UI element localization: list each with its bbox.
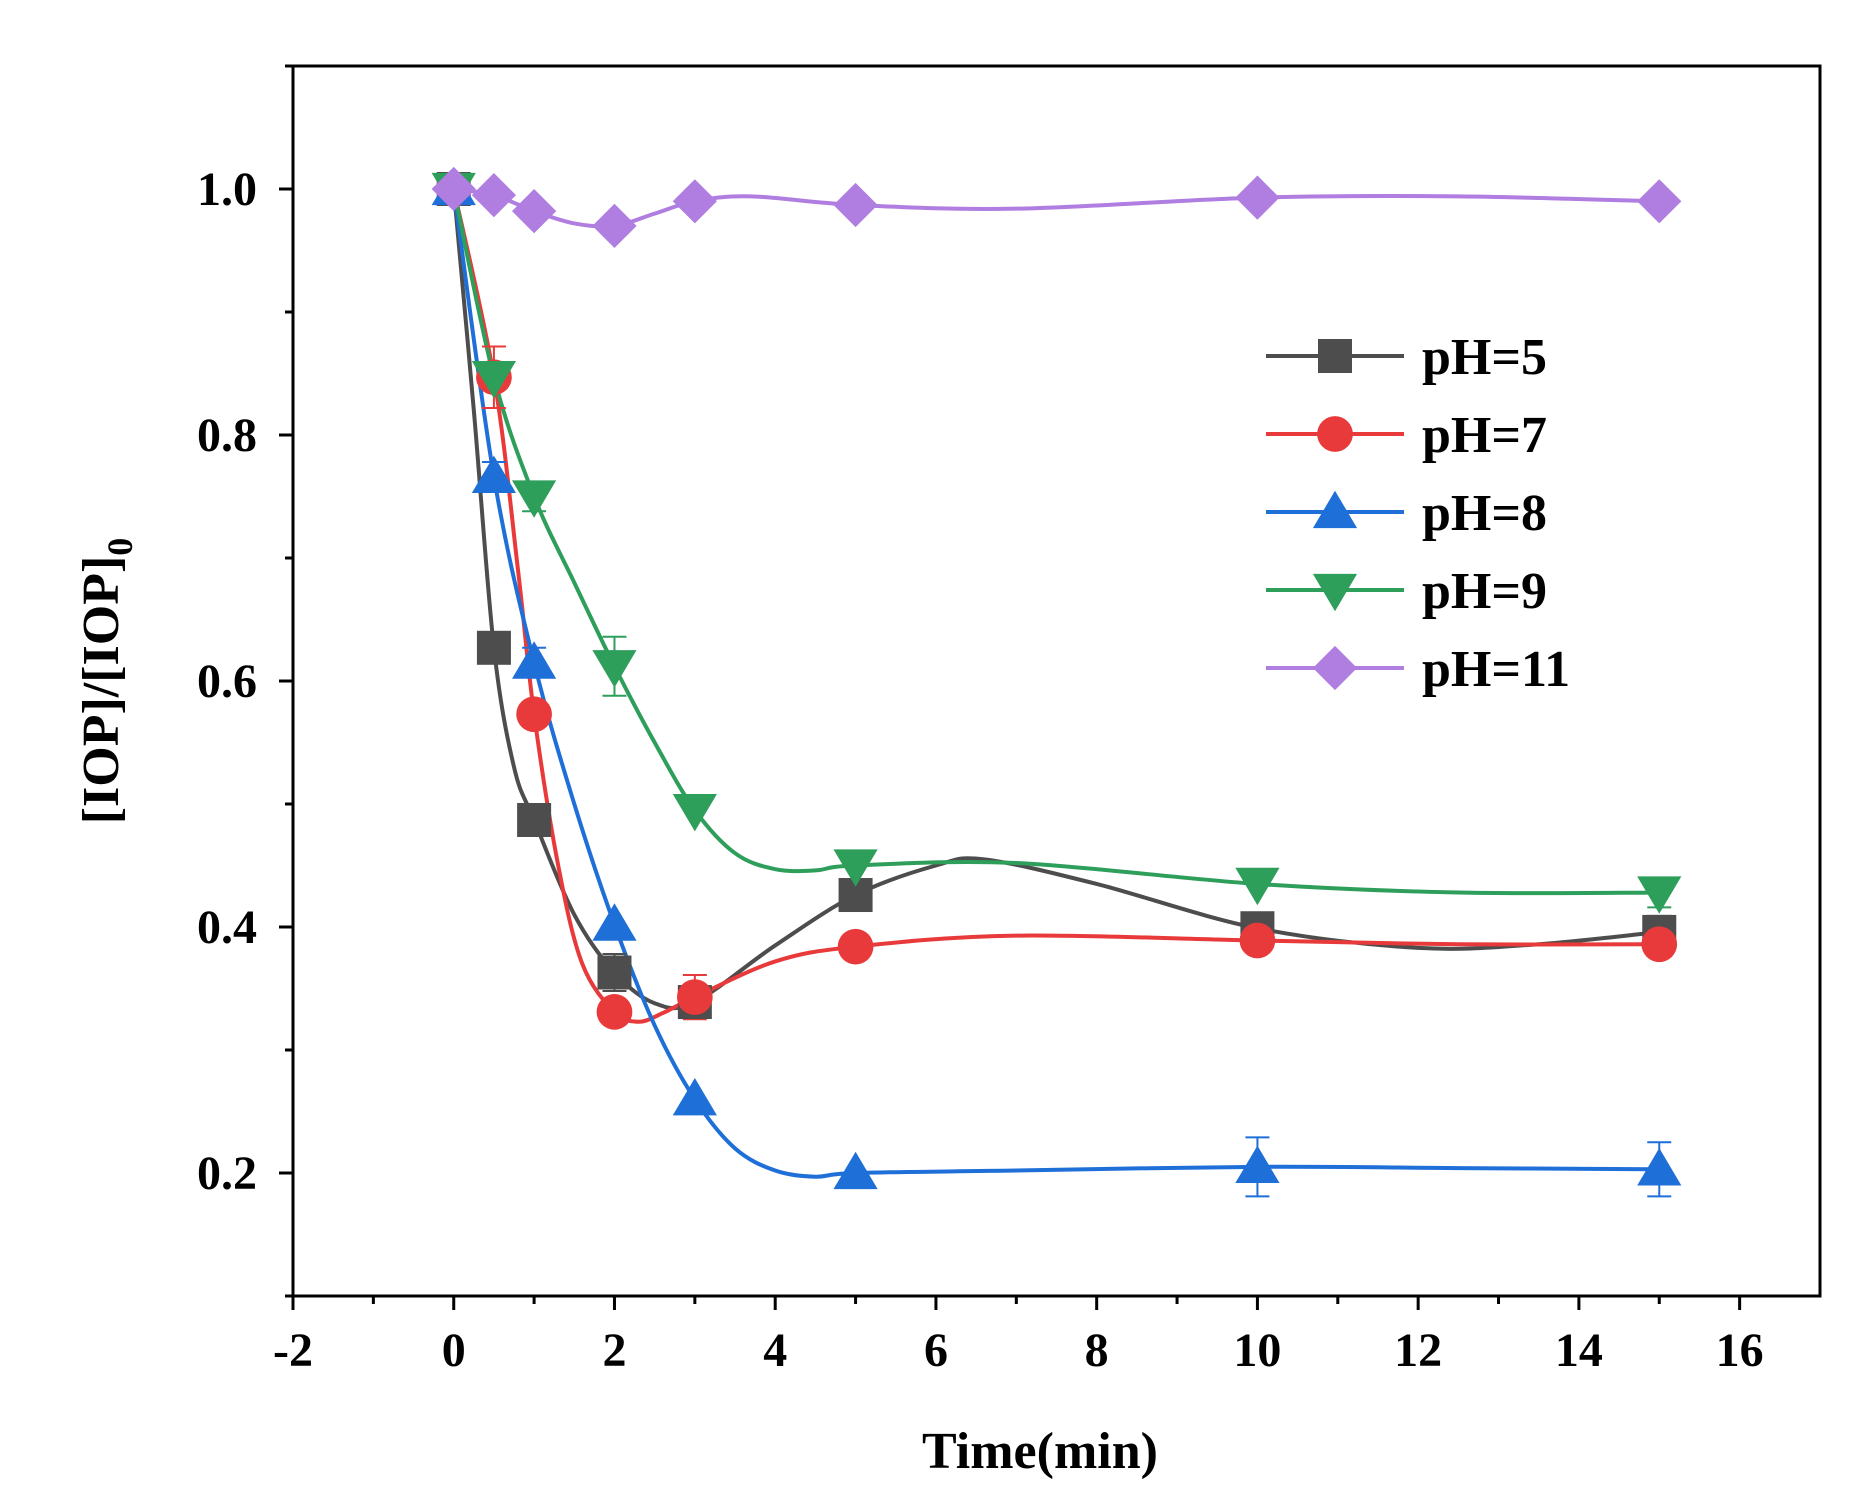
data-point-pH=7 xyxy=(516,696,552,733)
legend-marker xyxy=(1318,339,1352,373)
legend-label: pH=7 xyxy=(1422,407,1547,464)
legend-marker xyxy=(1312,645,1358,691)
data-point-pH=8 xyxy=(833,1151,878,1190)
y-axis-title-subscript: 0 xyxy=(100,538,140,556)
y-tick-label: 0.2 xyxy=(197,1147,257,1200)
data-point-pH=7 xyxy=(676,979,713,1015)
legend-item: pH=7 xyxy=(1266,407,1547,464)
data-point-pH=7 xyxy=(837,928,874,965)
x-tick-label: 2 xyxy=(602,1324,626,1377)
data-point-pH=8 xyxy=(1637,1148,1682,1186)
x-tick-label: 8 xyxy=(1085,1324,1109,1377)
data-point-pH=8 xyxy=(672,1077,717,1116)
data-point-pH=11 xyxy=(512,189,557,234)
legend-label: pH=11 xyxy=(1422,641,1570,698)
series-line-pH=11 xyxy=(453,187,1660,229)
data-point-pH=5 xyxy=(597,955,632,990)
legend: pH=5 pH=7 pH=8 pH=9 pH=11 xyxy=(1266,329,1570,698)
legend-marker xyxy=(1312,573,1358,612)
data-point-pH=7 xyxy=(596,994,633,1030)
y-axis: 0.2 0.4 0.6 0.8 1.0 xyxy=(197,64,293,1298)
data-point-pH=11 xyxy=(431,166,476,212)
x-tick-label: 10 xyxy=(1233,1324,1281,1377)
data-point-pH=5 xyxy=(476,630,511,665)
y-tick-label: 1.0 xyxy=(197,163,257,216)
data-point-pH=7 xyxy=(1641,926,1678,963)
x-tick-label: 12 xyxy=(1394,1324,1442,1377)
data-point-pH=9 xyxy=(512,480,557,518)
y-tick-label: 0.8 xyxy=(197,409,257,462)
legend-marker xyxy=(1317,416,1353,452)
data-markers xyxy=(431,166,1682,1190)
x-tick-label: -2 xyxy=(273,1324,313,1377)
data-point-pH=11 xyxy=(1235,175,1280,220)
data-point-pH=9 xyxy=(1235,867,1280,906)
data-point-pH=9 xyxy=(672,794,717,832)
data-point-pH=8 xyxy=(512,641,557,679)
plot-frame xyxy=(291,64,1822,1298)
legend-label: pH=5 xyxy=(1422,329,1547,386)
x-tick-label: 6 xyxy=(924,1324,948,1377)
data-point-pH=8 xyxy=(471,455,517,493)
y-axis-title-main: [IOP]/[IOP] xyxy=(73,556,130,825)
legend-label: pH=9 xyxy=(1422,563,1547,620)
y-axis-title: [IOP]/[IOP]0 xyxy=(73,538,140,825)
data-point-pH=9 xyxy=(833,849,878,887)
y-tick-label: 0.6 xyxy=(197,655,257,708)
legend-marker xyxy=(1312,490,1358,529)
data-point-pH=8 xyxy=(1235,1145,1280,1183)
x-tick-label: 4 xyxy=(763,1324,787,1377)
x-tick-label: 14 xyxy=(1555,1324,1603,1377)
data-point-pH=9 xyxy=(592,650,637,688)
x-axis-title: Time(min) xyxy=(922,1423,1158,1480)
legend-label: pH=8 xyxy=(1422,485,1547,542)
data-point-pH=9 xyxy=(471,361,517,399)
legend-item: pH=11 xyxy=(1266,641,1570,698)
data-point-pH=11 xyxy=(592,203,637,248)
legend-item: pH=9 xyxy=(1266,563,1547,620)
y-tick-label: 0.4 xyxy=(197,901,257,954)
data-point-pH=9 xyxy=(1637,876,1682,914)
x-axis: -2 0 2 4 6 8 10 12 14 16 xyxy=(273,1296,1764,1377)
legend-item: pH=5 xyxy=(1266,329,1547,386)
data-point-pH=11 xyxy=(833,182,878,228)
data-point-pH=5 xyxy=(517,802,552,837)
error-bars xyxy=(481,345,1672,1198)
data-point-pH=11 xyxy=(1637,179,1682,224)
x-tick-label: 16 xyxy=(1716,1324,1764,1377)
data-point-pH=11 xyxy=(471,173,517,218)
data-point-pH=8 xyxy=(592,903,637,941)
data-point-pH=7 xyxy=(1239,922,1276,959)
x-tick-label: 0 xyxy=(442,1324,466,1377)
data-point-pH=11 xyxy=(672,179,717,224)
legend-item: pH=8 xyxy=(1266,485,1547,542)
